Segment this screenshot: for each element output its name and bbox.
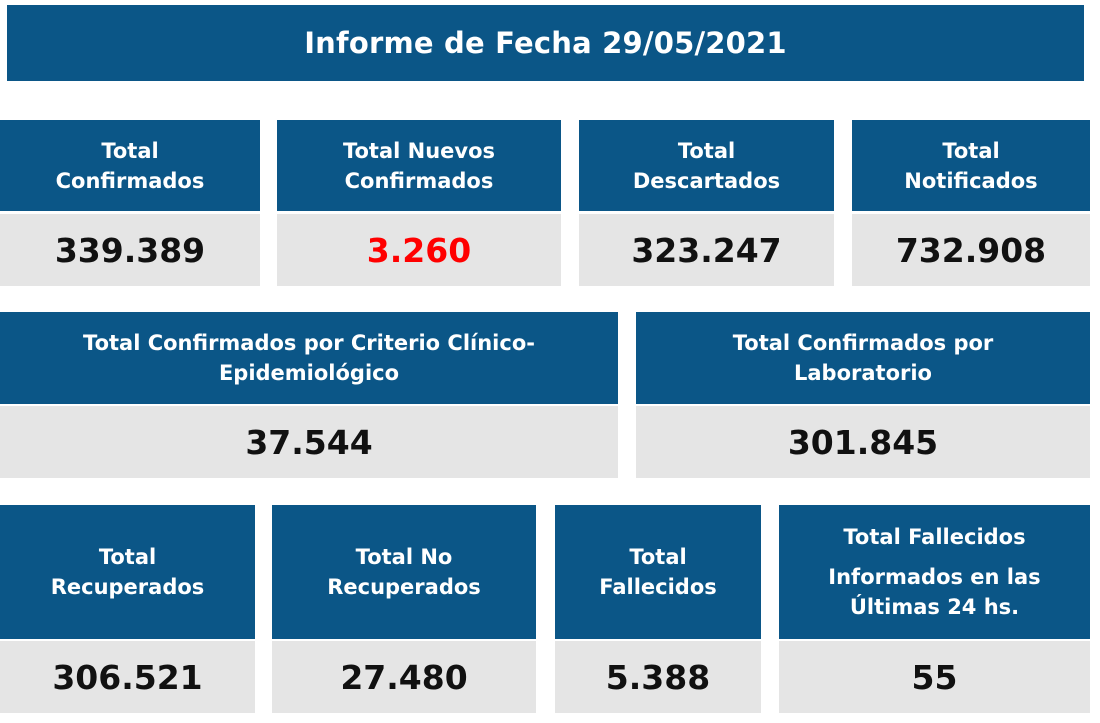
card-label-line: Total — [629, 545, 687, 569]
card-value: 732.908 — [852, 214, 1090, 286]
card-value: 306.521 — [0, 641, 255, 713]
card-confirmados-laboratorio: Total Confirmados por Laboratorio 301.84… — [636, 312, 1090, 478]
card-value: 27.480 — [272, 641, 536, 713]
card-label-line: Confirmados — [344, 168, 494, 193]
card-value: 5.388 — [555, 641, 761, 713]
card-value: 339.389 — [0, 214, 260, 286]
card-total-recuperados: Total Recuperados 306.521 — [0, 505, 255, 713]
card-label-line: Recuperados — [50, 575, 205, 599]
card-value: 37.544 — [0, 406, 618, 478]
card-label-line: Laboratorio — [794, 361, 932, 385]
card-label-line: Epidemiológico — [218, 361, 400, 385]
card-label-line: Total Confirmados por Criterio Clínico- — [83, 331, 535, 355]
card-label-line: Notificados — [904, 168, 1038, 193]
card-label-line: Total — [942, 138, 1000, 163]
card-label-line: Total Confirmados por — [732, 331, 994, 355]
card-label-line: Recuperados — [327, 575, 481, 599]
card-header: Total Confirmados por Criterio Clínico- … — [0, 312, 618, 404]
report-title: Informe de Fecha 29/05/2021 — [7, 5, 1084, 81]
card-value: 55 — [779, 641, 1090, 713]
card-label-line: Total — [101, 138, 159, 163]
card-header: Total No Recuperados — [272, 505, 536, 639]
card-total-notificados: Total Notificados 732.908 — [852, 120, 1090, 286]
card-total-nuevos-confirmados: Total Nuevos Confirmados 3.260 — [277, 120, 561, 286]
card-total-fallecidos: Total Fallecidos 5.388 — [555, 505, 761, 713]
card-value: 301.845 — [636, 406, 1090, 478]
card-header: Total Confirmados por Laboratorio — [636, 312, 1090, 404]
card-label-line: Total — [677, 138, 736, 163]
card-value-highlight: 3.260 — [277, 214, 561, 286]
card-header: Total Notificados — [852, 120, 1090, 211]
card-header: Total Descartados — [579, 120, 834, 211]
card-total-descartados: Total Descartados 323.247 — [579, 120, 834, 286]
card-label-line: Descartados — [632, 168, 781, 193]
card-value: 323.247 — [579, 214, 834, 286]
card-total-confirmados: Total Confirmados 339.389 — [0, 120, 260, 286]
card-header: Total Recuperados — [0, 505, 255, 639]
card-header: Total Fallecidos Informados en las Últim… — [779, 505, 1090, 639]
card-header: Total Fallecidos — [555, 505, 761, 639]
card-label-line: Fallecidos — [599, 575, 717, 599]
card-label-line: Total No — [355, 545, 453, 569]
card-label-line: Confirmados — [55, 168, 205, 193]
card-label-line: Últimas 24 hs. — [849, 595, 1020, 619]
card-fallecidos-ultimas-24hs: Total Fallecidos Informados en las Últim… — [779, 505, 1090, 713]
card-total-no-recuperados: Total No Recuperados 27.480 — [272, 505, 536, 713]
card-header: Total Nuevos Confirmados — [277, 120, 561, 211]
card-header: Total Confirmados — [0, 120, 260, 211]
card-confirmados-criterio-clinico: Total Confirmados por Criterio Clínico- … — [0, 312, 618, 478]
card-label-line: Total Nuevos — [342, 138, 496, 163]
card-label-line: Informados en las — [828, 565, 1041, 589]
card-label-line: Total Fallecidos — [843, 525, 1026, 549]
card-label-line: Total — [98, 545, 157, 569]
